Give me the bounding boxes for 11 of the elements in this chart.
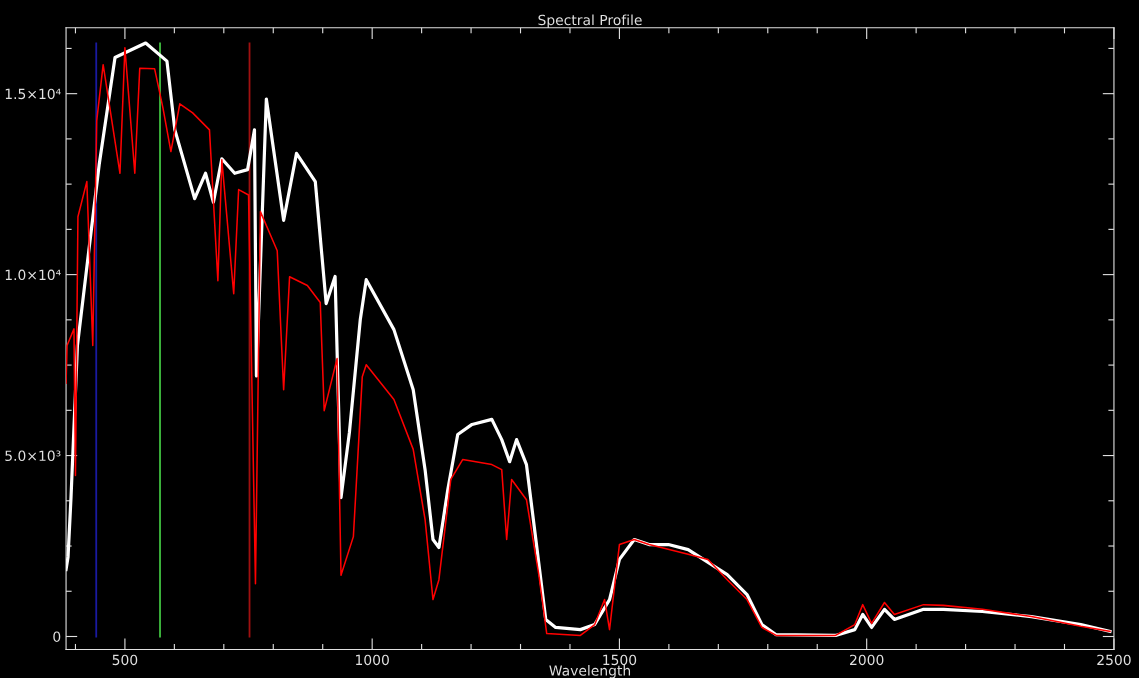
x-tick-label: 2000 (850, 654, 884, 666)
y-tick-label: 1.0×10⁴ (5, 269, 61, 281)
x-tick-label: 1500 (603, 654, 637, 666)
y-tick-label: 5.0×10³ (5, 450, 61, 462)
y-tick-label: 1.5×10⁴ (5, 88, 61, 100)
x-tick-label: 2500 (1097, 654, 1131, 666)
x-axis-title: Wavelength (549, 665, 631, 678)
chart-title: Spectral Profile (538, 14, 642, 28)
y-tick-label: 0 (53, 631, 61, 642)
x-tick-label: 1000 (356, 654, 389, 666)
x-tick-label: 500 (112, 654, 138, 666)
